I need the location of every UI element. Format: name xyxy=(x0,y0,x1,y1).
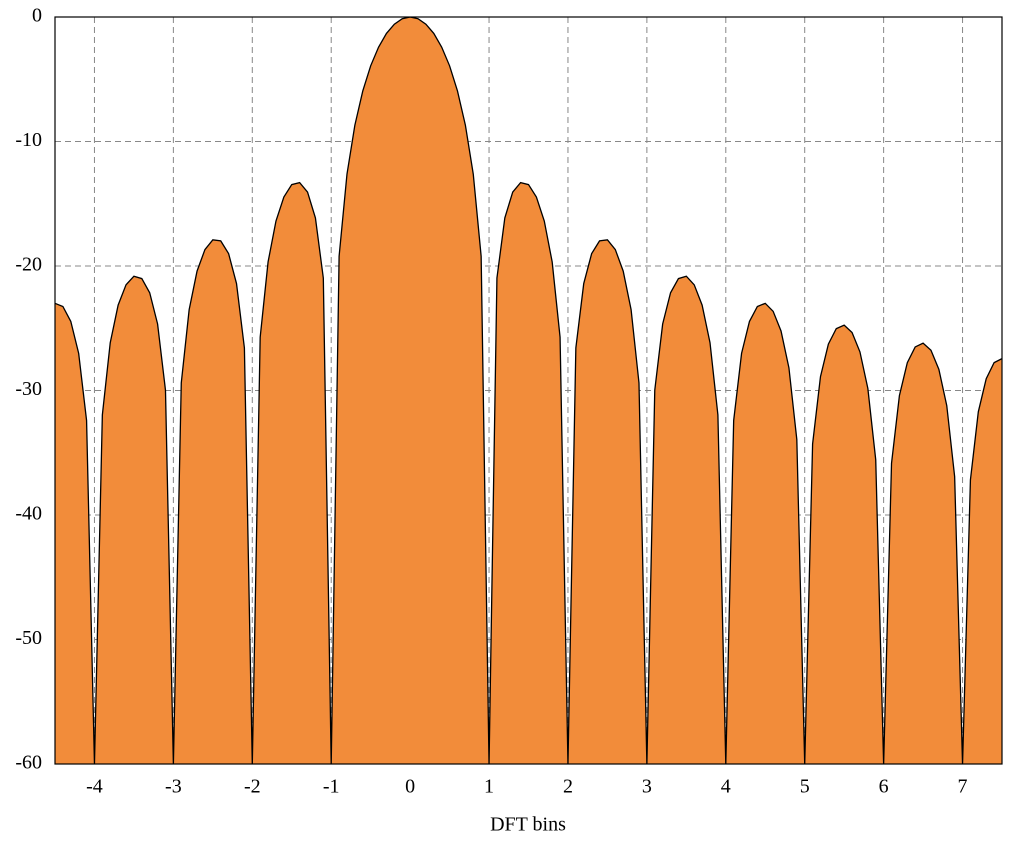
x-tick-label: 1 xyxy=(484,776,494,798)
x-tick-label: 2 xyxy=(563,776,573,798)
x-tick-label: -2 xyxy=(244,776,261,798)
y-tick-label: -60 xyxy=(15,752,42,774)
plot-frame xyxy=(54,16,1003,765)
x-tick-label: -3 xyxy=(165,776,182,798)
line xyxy=(55,17,1002,764)
x-tick-label: 6 xyxy=(879,776,889,798)
x-axis-label: DFT bins xyxy=(490,814,566,836)
y-tick-label: -10 xyxy=(15,129,42,151)
x-tick-label: 3 xyxy=(642,776,652,798)
y-tick-label: -20 xyxy=(15,254,42,276)
y-tick-label: -30 xyxy=(15,378,42,400)
x-tick-label: 5 xyxy=(800,776,810,798)
y-tick-label: 0 xyxy=(32,5,42,27)
y-tick-label: -50 xyxy=(15,627,42,649)
x-tick-label: 7 xyxy=(958,776,968,798)
y-tick-label: -40 xyxy=(15,503,42,525)
x-tick-label: -1 xyxy=(323,776,340,798)
area xyxy=(55,17,1002,764)
x-tick-label: 4 xyxy=(721,776,731,798)
x-tick-label: -4 xyxy=(86,776,103,798)
x-tick-label: 0 xyxy=(405,776,415,798)
